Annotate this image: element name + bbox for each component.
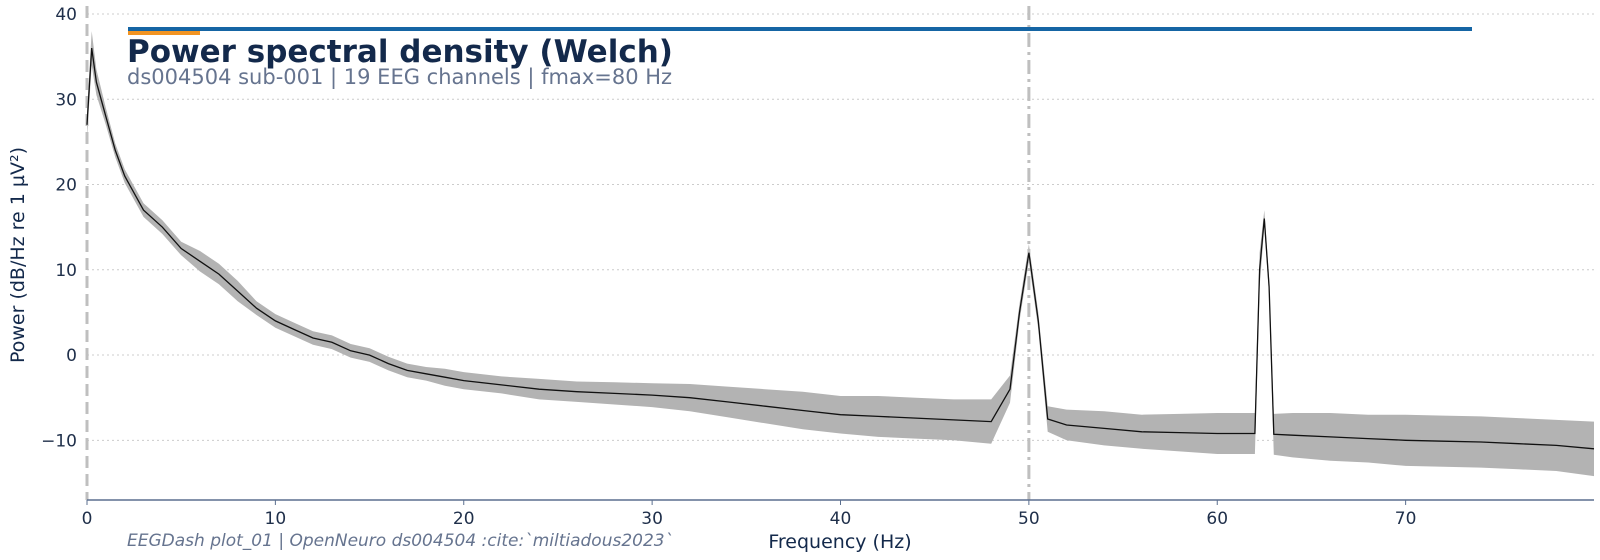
mean-psd-layer <box>86 48 1595 450</box>
x-axis-label: Frequency (Hz) <box>768 531 911 553</box>
confidence-band <box>87 31 1594 477</box>
y-tick-label: −10 <box>41 431 77 451</box>
chart-subtitle: ds004504 sub-001 | 19 EEG channels | fma… <box>127 65 672 90</box>
x-tick-label: 40 <box>830 509 852 529</box>
mean-psd-line <box>86 48 1595 450</box>
x-tick-label: 20 <box>453 509 475 529</box>
x-tick-label: 30 <box>641 509 663 529</box>
y-tick-label: 10 <box>55 261 77 281</box>
footer-caption: EEGDash plot_01 | OpenNeuro ds004504 :ci… <box>127 531 673 551</box>
chart-title: Power spectral density (Welch) <box>127 34 673 70</box>
x-tick-label: 60 <box>1206 509 1228 529</box>
y-tick-label: 0 <box>66 346 77 366</box>
title-rule <box>128 27 1472 31</box>
x-ticks: 0 10 20 30 40 50 60 70 <box>82 500 1417 529</box>
y-ticks: 40 30 20 10 0 −10 <box>41 5 77 451</box>
x-tick-label: 50 <box>1018 509 1040 529</box>
title-accent <box>128 31 200 35</box>
x-tick-label: 10 <box>265 509 287 529</box>
x-tick-label: 0 <box>82 509 93 529</box>
x-tick-label: 70 <box>1395 509 1417 529</box>
y-axis-label: Power (dB/Hz re 1 µV²) <box>7 147 29 363</box>
y-tick-label: 30 <box>55 90 77 110</box>
confidence-band-layer <box>87 31 1594 477</box>
y-tick-label: 40 <box>55 5 77 25</box>
y-tick-label: 20 <box>55 176 77 196</box>
